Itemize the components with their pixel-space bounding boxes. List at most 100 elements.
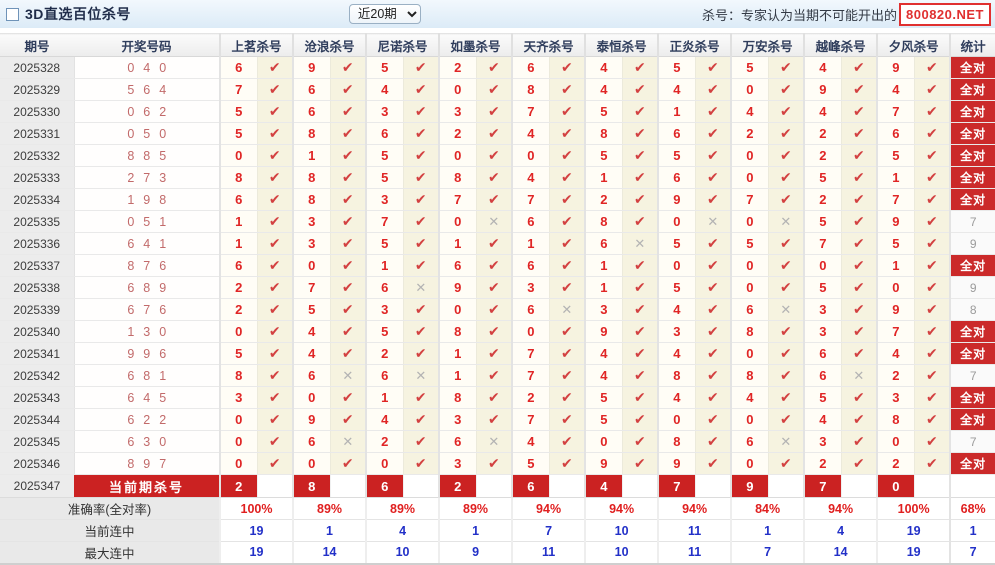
period-cell: 2025338 [0, 276, 74, 299]
kill-number: 5 [803, 386, 842, 409]
stat-all-correct-badge: 全对 [949, 408, 995, 431]
check-icon: ✔ [767, 276, 805, 299]
kill-number: 7 [292, 276, 331, 299]
check-icon: ✔ [548, 122, 586, 145]
check-icon: ✔ [475, 78, 513, 101]
kill-number: 6 [511, 56, 550, 79]
check-icon: ✔ [767, 386, 805, 409]
table-row: 2025334 198 6 ✔ 8 ✔ 3 ✔ 7 ✔ 7 ✔ 2 ✔ 9 ✔ 7 ✔ 2 ✔ 7 ✔ 全对 [0, 188, 995, 211]
period-cell: 2025328 [0, 56, 74, 79]
check-icon: ✔ [402, 342, 440, 365]
kill-number: 5 [584, 408, 623, 431]
kill-number: 4 [292, 342, 331, 365]
kill-number: 0 [219, 320, 257, 343]
kill-number: 2 [438, 56, 477, 79]
check-icon: ✔ [694, 408, 732, 431]
cross-icon: ✕ [767, 210, 805, 233]
summary-value: 19 [876, 541, 951, 565]
check-icon: ✔ [913, 430, 951, 453]
check-icon: ✔ [913, 298, 951, 321]
check-icon: ✔ [840, 232, 878, 255]
table-row: 2025335 051 1 ✔ 3 ✔ 7 ✔ 0 ✕ 6 ✔ 8 ✔ 0 ✕ 0 ✕ 5 ✔ 9 ✔ 7 [0, 210, 995, 233]
kill-number: 1 [219, 210, 257, 233]
stat-all-correct-badge: 全对 [949, 122, 995, 145]
check-icon: ✔ [475, 144, 513, 167]
kill-number: 4 [584, 364, 623, 387]
check-icon: ✔ [475, 386, 513, 409]
check-icon: ✔ [402, 56, 440, 79]
current-kill-number: 8 [292, 474, 331, 498]
kill-number: 6 [803, 342, 842, 365]
check-icon: ✔ [475, 364, 513, 387]
table-row: 2025333 273 8 ✔ 8 ✔ 5 ✔ 8 ✔ 4 ✔ 1 ✔ 6 ✔ 0 ✔ 5 ✔ 1 ✔ 全对 [0, 166, 995, 189]
kill-number: 4 [584, 78, 623, 101]
check-icon: ✔ [621, 78, 659, 101]
check-icon: ✔ [548, 430, 586, 453]
draw-numbers: 622 [73, 408, 220, 431]
kill-number: 5 [584, 386, 623, 409]
current-kill-number: 0 [876, 474, 915, 498]
table-row: 2025341 996 5 ✔ 4 ✔ 2 ✔ 1 ✔ 7 ✔ 4 ✔ 4 ✔ 0 ✔ 6 ✔ 4 ✔ 全对 [0, 342, 995, 365]
kill-number: 6 [292, 430, 331, 453]
kill-number: 2 [803, 122, 842, 145]
table-row: 2025328 040 6 ✔ 9 ✔ 5 ✔ 2 ✔ 6 ✔ 4 ✔ 5 ✔ 5 ✔ 4 ✔ 9 ✔ 全对 [0, 56, 995, 79]
draw-numbers: 689 [73, 276, 220, 299]
kill-number: 0 [803, 254, 842, 277]
kill-number: 4 [876, 342, 915, 365]
kill-number: 0 [438, 144, 477, 167]
check-icon: ✔ [913, 78, 951, 101]
kill-number: 0 [511, 144, 550, 167]
current-period-row: 2025347 当前期杀号 2 8 6 2 6 4 7 9 7 0 [0, 474, 995, 498]
check-icon: ✔ [475, 254, 513, 277]
check-icon: ✔ [840, 320, 878, 343]
check-icon: ✔ [621, 298, 659, 321]
header-note-area: 杀号：专家认为当期不可能开出的 800820.NET [702, 0, 991, 28]
kill-number: 1 [438, 364, 477, 387]
check-icon: ✔ [548, 254, 586, 277]
kill-number: 6 [438, 430, 477, 453]
check-icon: ✔ [475, 100, 513, 123]
table-row: 2025346 897 0 ✔ 0 ✔ 0 ✔ 3 ✔ 5 ✔ 9 ✔ 9 ✔ 0 ✔ 2 ✔ 2 ✔ 全对 [0, 452, 995, 475]
kill-number: 5 [876, 232, 915, 255]
summary-value: 11 [511, 541, 586, 565]
kill-number: 5 [365, 144, 404, 167]
stat-all-correct-badge: 全对 [949, 56, 995, 79]
kill-number: 5 [730, 232, 769, 255]
check-icon: ✔ [840, 298, 878, 321]
period-cell: 2025342 [0, 364, 74, 387]
kill-number: 3 [292, 210, 331, 233]
check-icon: ✔ [329, 232, 367, 255]
kill-number: 5 [365, 56, 404, 79]
period-cell: 2025330 [0, 100, 74, 123]
check-icon: ✔ [475, 276, 513, 299]
empty-stat-cell [949, 474, 995, 498]
draw-numbers: 885 [73, 144, 220, 167]
kill-number: 6 [584, 232, 623, 255]
kill-number: 0 [365, 452, 404, 475]
kill-number: 6 [365, 364, 404, 387]
check-icon: ✔ [913, 452, 951, 475]
kill-number: 9 [292, 408, 331, 431]
cross-icon: ✕ [767, 298, 805, 321]
col-header-expert-7: 正炎杀号 [657, 33, 732, 57]
check-icon: ✔ [548, 320, 586, 343]
check-icon: ✔ [694, 320, 732, 343]
cross-icon: ✕ [329, 430, 367, 453]
period-cell: 2025333 [0, 166, 74, 189]
period-cell: 2025343 [0, 386, 74, 409]
check-icon: ✔ [767, 364, 805, 387]
draw-numbers: 050 [73, 122, 220, 145]
kill-number: 6 [292, 364, 331, 387]
cross-icon: ✕ [402, 364, 440, 387]
kill-number: 4 [876, 78, 915, 101]
check-icon: ✔ [329, 342, 367, 365]
period-range-select[interactable]: 近20期 [348, 4, 421, 24]
summary-value: 19 [218, 541, 294, 565]
check-icon: ✔ [913, 276, 951, 299]
title-checkbox[interactable] [6, 7, 19, 21]
kill-number: 4 [511, 166, 550, 189]
check-icon: ✔ [913, 342, 951, 365]
check-icon: ✔ [256, 166, 294, 189]
title-bar: 3D直选百位杀号 近20期 杀号：专家认为当期不可能开出的 800820.NET [0, 0, 995, 28]
check-icon: ✔ [767, 144, 805, 167]
